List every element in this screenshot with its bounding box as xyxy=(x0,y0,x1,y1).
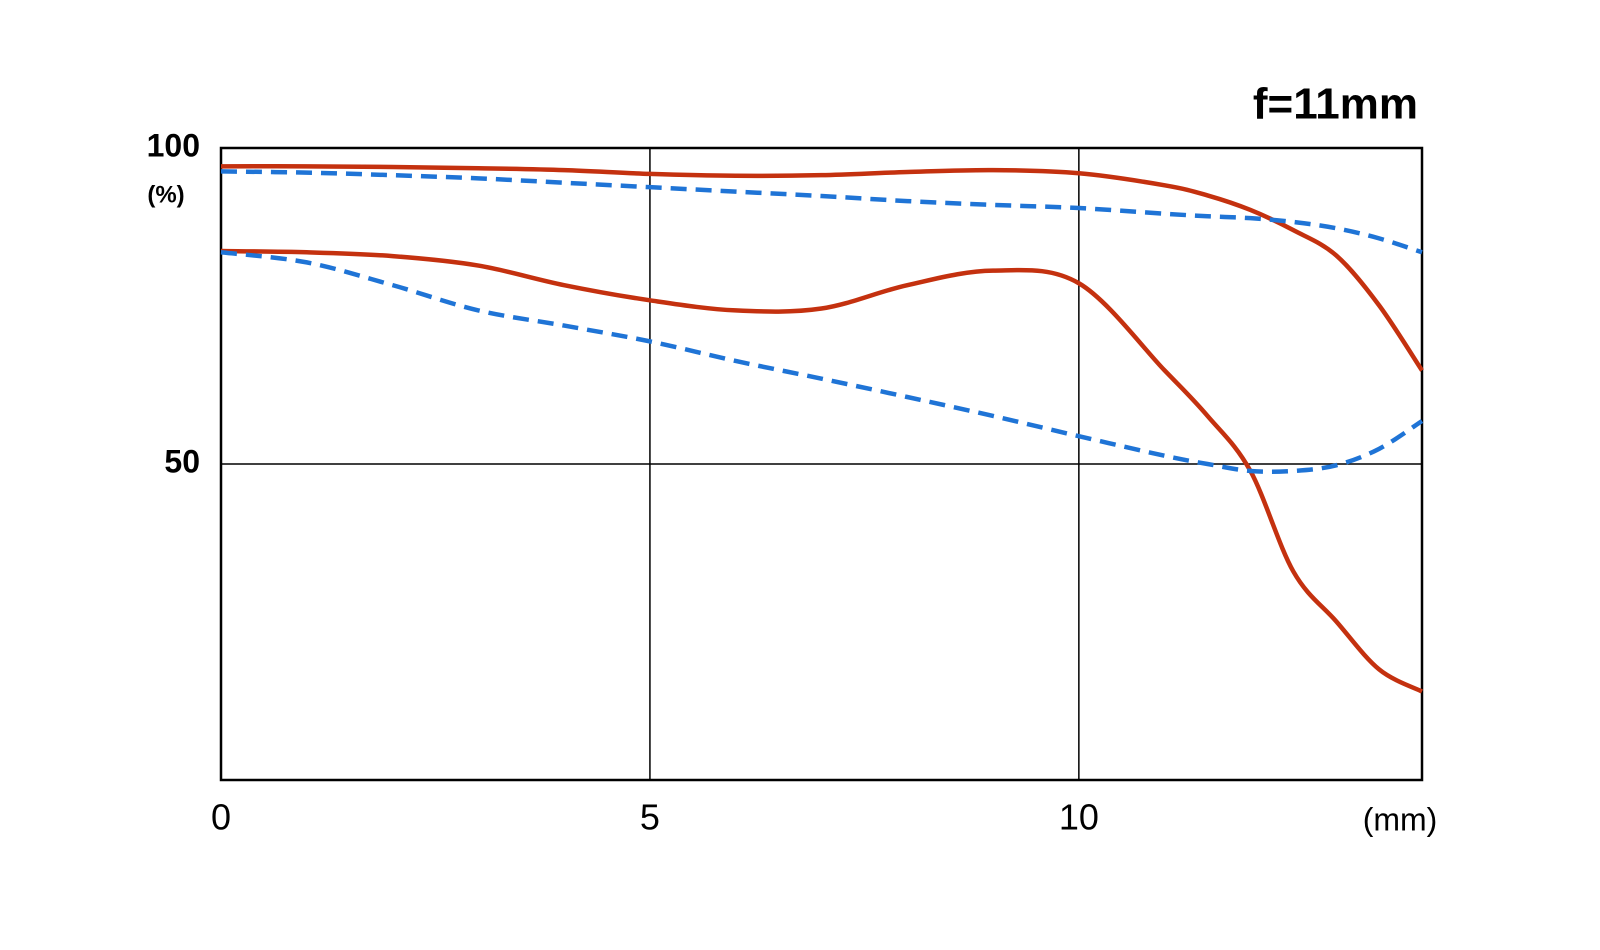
x-unit: (mm) xyxy=(1363,801,1438,837)
x-tick-label: 5 xyxy=(640,797,660,838)
y-unit: (%) xyxy=(147,181,184,208)
y-tick-label: 50 xyxy=(164,443,200,479)
x-tick-label: 0 xyxy=(211,797,231,838)
mtf-line xyxy=(220,248,1424,694)
plot-frame xyxy=(219,146,1424,782)
x-tick-label: 10 xyxy=(1059,797,1099,838)
mtf-line xyxy=(220,164,1424,372)
mtf-line xyxy=(220,169,1423,255)
y-tick-label: 100 xyxy=(147,127,200,163)
mtf-line xyxy=(220,250,1424,474)
chart-title: f=11mm xyxy=(1253,80,1418,129)
